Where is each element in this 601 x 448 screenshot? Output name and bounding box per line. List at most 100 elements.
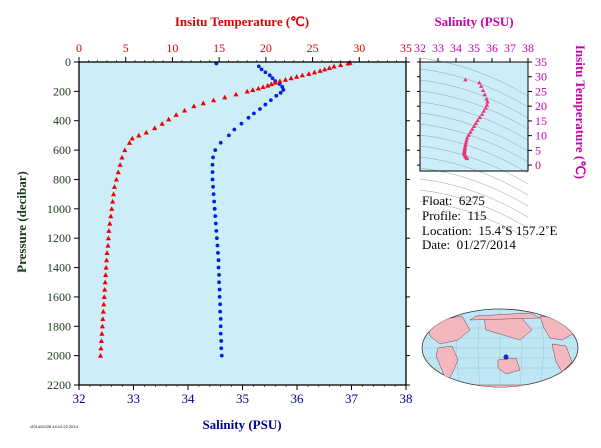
temperature-point — [98, 345, 104, 351]
main-plot-background — [79, 62, 406, 385]
top-axis-title: Insitu Temperature (℃) — [175, 14, 309, 29]
density-contour — [419, 90, 529, 130]
temperature-point — [103, 272, 109, 277]
temperature-point — [282, 77, 289, 82]
temperature-point — [326, 65, 332, 70]
left-axis-tick-label: 1000 — [47, 202, 71, 216]
temperature-point — [102, 286, 108, 292]
temperature-point — [102, 279, 108, 285]
ts-point — [464, 138, 469, 143]
temperature-point — [152, 125, 158, 131]
left-axis-tick-label: 400 — [53, 114, 71, 128]
salinity-point — [226, 133, 231, 138]
inset-right-axis-tick-label: 5 — [535, 143, 541, 157]
salinity-point — [239, 121, 244, 126]
main-profile-chart: 0 5 10 15 20 25 30 35 32 33 34 35 36 37 38 0 200 400 600… — [14, 14, 413, 432]
salinity-point — [216, 258, 221, 263]
ts-point — [481, 108, 487, 113]
salinity-point — [211, 155, 215, 160]
temperature-point — [122, 147, 128, 153]
temperature-point — [255, 85, 261, 91]
inset-top-axis-tick-label: 33 — [432, 41, 444, 55]
info-profile-row: Profile: 115 — [422, 208, 487, 224]
salinity-point — [217, 272, 221, 277]
ts-point — [471, 124, 477, 128]
temperature-point — [181, 107, 188, 113]
density-contour — [419, 68, 529, 108]
salinity-point — [218, 324, 223, 329]
salinity-point — [214, 236, 219, 241]
temperature-point — [331, 63, 337, 69]
info-location-value: 15.4˚S 157.2˚E — [478, 223, 558, 238]
inset-top-axis-tick-label: 34 — [450, 41, 462, 55]
salinity-point — [217, 295, 222, 299]
ts-point — [477, 115, 482, 120]
info-location-row: Location: 15.4˚S 157.2˚E — [422, 223, 557, 239]
bottom-salinity-axis: 32 33 34 35 36 37 38 — [73, 385, 413, 406]
ts-point — [468, 129, 473, 134]
temperature-point — [101, 301, 107, 307]
left-axis-tick-label: 2000 — [47, 349, 71, 363]
temperature-point — [117, 162, 123, 167]
temperature-series — [97, 60, 353, 358]
temperature-point — [115, 169, 121, 175]
top-axis-tick-label: 10 — [166, 41, 178, 55]
salinity-point — [218, 309, 223, 314]
density-contour — [419, 156, 529, 196]
left-axis-title: Pressure (decibar) — [14, 171, 29, 273]
bottom-axis-tick-label: 36 — [291, 391, 305, 406]
top-axis-tick-label: 15 — [213, 41, 225, 55]
temperature-point — [110, 191, 117, 197]
salinity-point — [263, 102, 268, 107]
temperature-point — [108, 213, 114, 219]
inset-right-axis-tick-label: 0 — [535, 158, 541, 172]
salinity-point — [214, 228, 219, 233]
salinity-point — [259, 67, 264, 72]
ts-point — [473, 121, 478, 126]
salinity-point — [217, 287, 222, 292]
ts-point — [484, 102, 490, 107]
temperature-point — [104, 250, 110, 255]
left-axis-tick-label: 1600 — [47, 290, 71, 304]
density-contour — [419, 167, 529, 207]
info-float-key: Float: — [422, 193, 453, 208]
salinity-point — [219, 353, 224, 358]
ts-point — [464, 135, 470, 140]
temperature-point — [338, 62, 344, 68]
temperature-point — [260, 84, 266, 90]
bottom-axis-tick-label: 32 — [73, 391, 86, 406]
salinity-point — [278, 90, 283, 95]
info-location-key: Location: — [422, 223, 472, 238]
density-contour — [419, 178, 529, 218]
temperature-point — [110, 198, 116, 204]
temperature-point — [294, 74, 300, 79]
temperature-point — [99, 323, 105, 329]
temperature-point — [191, 103, 197, 109]
salinity-point — [213, 214, 218, 219]
temperature-point — [100, 308, 106, 314]
info-date-value: 01/27/2014 — [456, 237, 516, 252]
bottom-axis-tick-label: 38 — [400, 391, 413, 406]
temperature-point — [159, 121, 165, 126]
salinity-point — [263, 70, 268, 75]
temperature-point — [103, 257, 110, 263]
temperature-point — [268, 81, 275, 87]
ts-point — [463, 142, 468, 147]
ts-point — [464, 156, 470, 161]
temperature-point — [322, 66, 328, 72]
salinity-point — [218, 302, 223, 307]
temperature-point — [107, 220, 113, 226]
inset-plot-background — [420, 62, 528, 171]
salinity-point — [210, 170, 215, 175]
salinity-point — [217, 280, 221, 285]
temperature-point — [299, 72, 305, 78]
salinity-point — [210, 177, 215, 182]
temperature-point — [113, 176, 119, 182]
temperature-point — [111, 184, 118, 189]
temperature-point — [143, 129, 149, 135]
left-axis-tick-label: 800 — [53, 172, 71, 186]
float-location-marker — [503, 354, 509, 360]
salinity-point — [267, 73, 272, 78]
density-contour — [419, 79, 529, 119]
